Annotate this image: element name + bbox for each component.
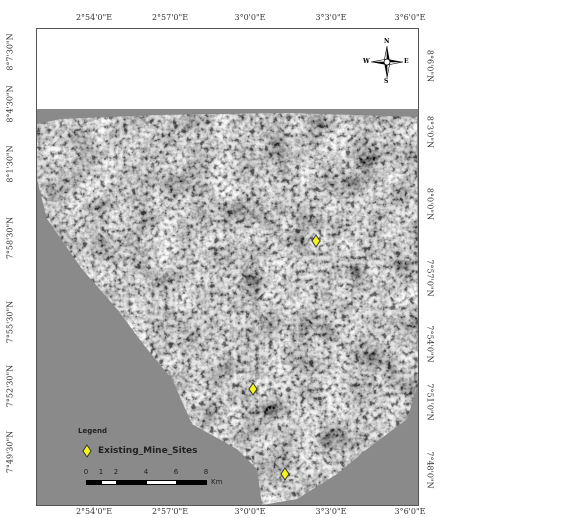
compass-n-label: N: [384, 38, 390, 45]
scale-label: 6: [173, 468, 179, 476]
scale-label: 8: [203, 468, 209, 476]
scale-label: 4: [143, 468, 149, 476]
legend-entry: Existing_Mine_Sites: [82, 444, 198, 458]
scale-label: 1: [98, 468, 104, 476]
left-tick-label: 7°55'30"N: [5, 300, 15, 344]
scale-label: 2: [113, 468, 119, 476]
left-tick-label: 7°52'30"N: [5, 364, 15, 408]
right-tick-label: 7°51'0"N: [425, 383, 435, 421]
left-tick-label: 7°49'30"N: [5, 430, 15, 474]
legend-title: Legend: [78, 427, 107, 435]
top-tick-label: 3°3'0"E: [315, 13, 347, 22]
mine-site-markers: [248, 234, 321, 481]
map-frame: [36, 28, 419, 506]
right-tick-label: 8°6'0"N: [425, 49, 435, 83]
left-tick-label: 8°1'30"N: [5, 145, 15, 183]
legend-entry-label: Existing_Mine_Sites: [98, 446, 198, 456]
north-arrow: N S E W: [362, 38, 412, 85]
compass-w-label: W: [363, 58, 370, 65]
mine-site-marker: [311, 234, 321, 248]
legend: Legend Existing_Mine_Sites 0 1 2 4 6 8 K…: [78, 427, 248, 493]
scale-unit: Km: [211, 478, 223, 486]
left-tick-label: 7°58'30"N: [5, 216, 15, 260]
mine-site-marker: [280, 467, 290, 481]
compass-s-label: S: [384, 78, 389, 85]
right-tick-label: 7°54'0"N: [425, 325, 435, 363]
mine-site-marker: [248, 382, 258, 396]
top-tick-label: 2°54'0"E: [75, 13, 113, 22]
scale-label: 0: [83, 468, 89, 476]
compass-e-label: E: [404, 58, 409, 65]
bottom-tick-label: 3°3'0"E: [315, 507, 347, 516]
bottom-tick-label: 3°0'0"E: [234, 507, 266, 516]
right-tick-label: 8°0'0"N: [425, 187, 435, 221]
diamond-icon: [82, 444, 92, 458]
top-tick-label: 3°0'0"E: [234, 13, 266, 22]
map-canvas: [37, 109, 418, 505]
scale-bar-graphic: [86, 480, 207, 485]
right-tick-label: 7°48'0"N: [425, 451, 435, 489]
bottom-tick-label: 2°54'0"E: [75, 507, 113, 516]
top-tick-label: 2°57'0"E: [151, 13, 189, 22]
left-tick-label: 8°7'30"N: [5, 33, 15, 71]
bottom-tick-label: 3°6'0"E: [394, 507, 426, 516]
scale-bar: 0 1 2 4 6 8 Km: [83, 468, 236, 492]
compass-rose-icon: [370, 45, 404, 79]
right-tick-label: 7°57'0"N: [425, 259, 435, 297]
top-tick-label: 3°6'0"E: [394, 13, 426, 22]
right-tick-label: 8°3'0"N: [425, 115, 435, 149]
bottom-tick-label: 2°57'0"E: [151, 507, 189, 516]
left-tick-label: 8°4'30"N: [5, 85, 15, 123]
